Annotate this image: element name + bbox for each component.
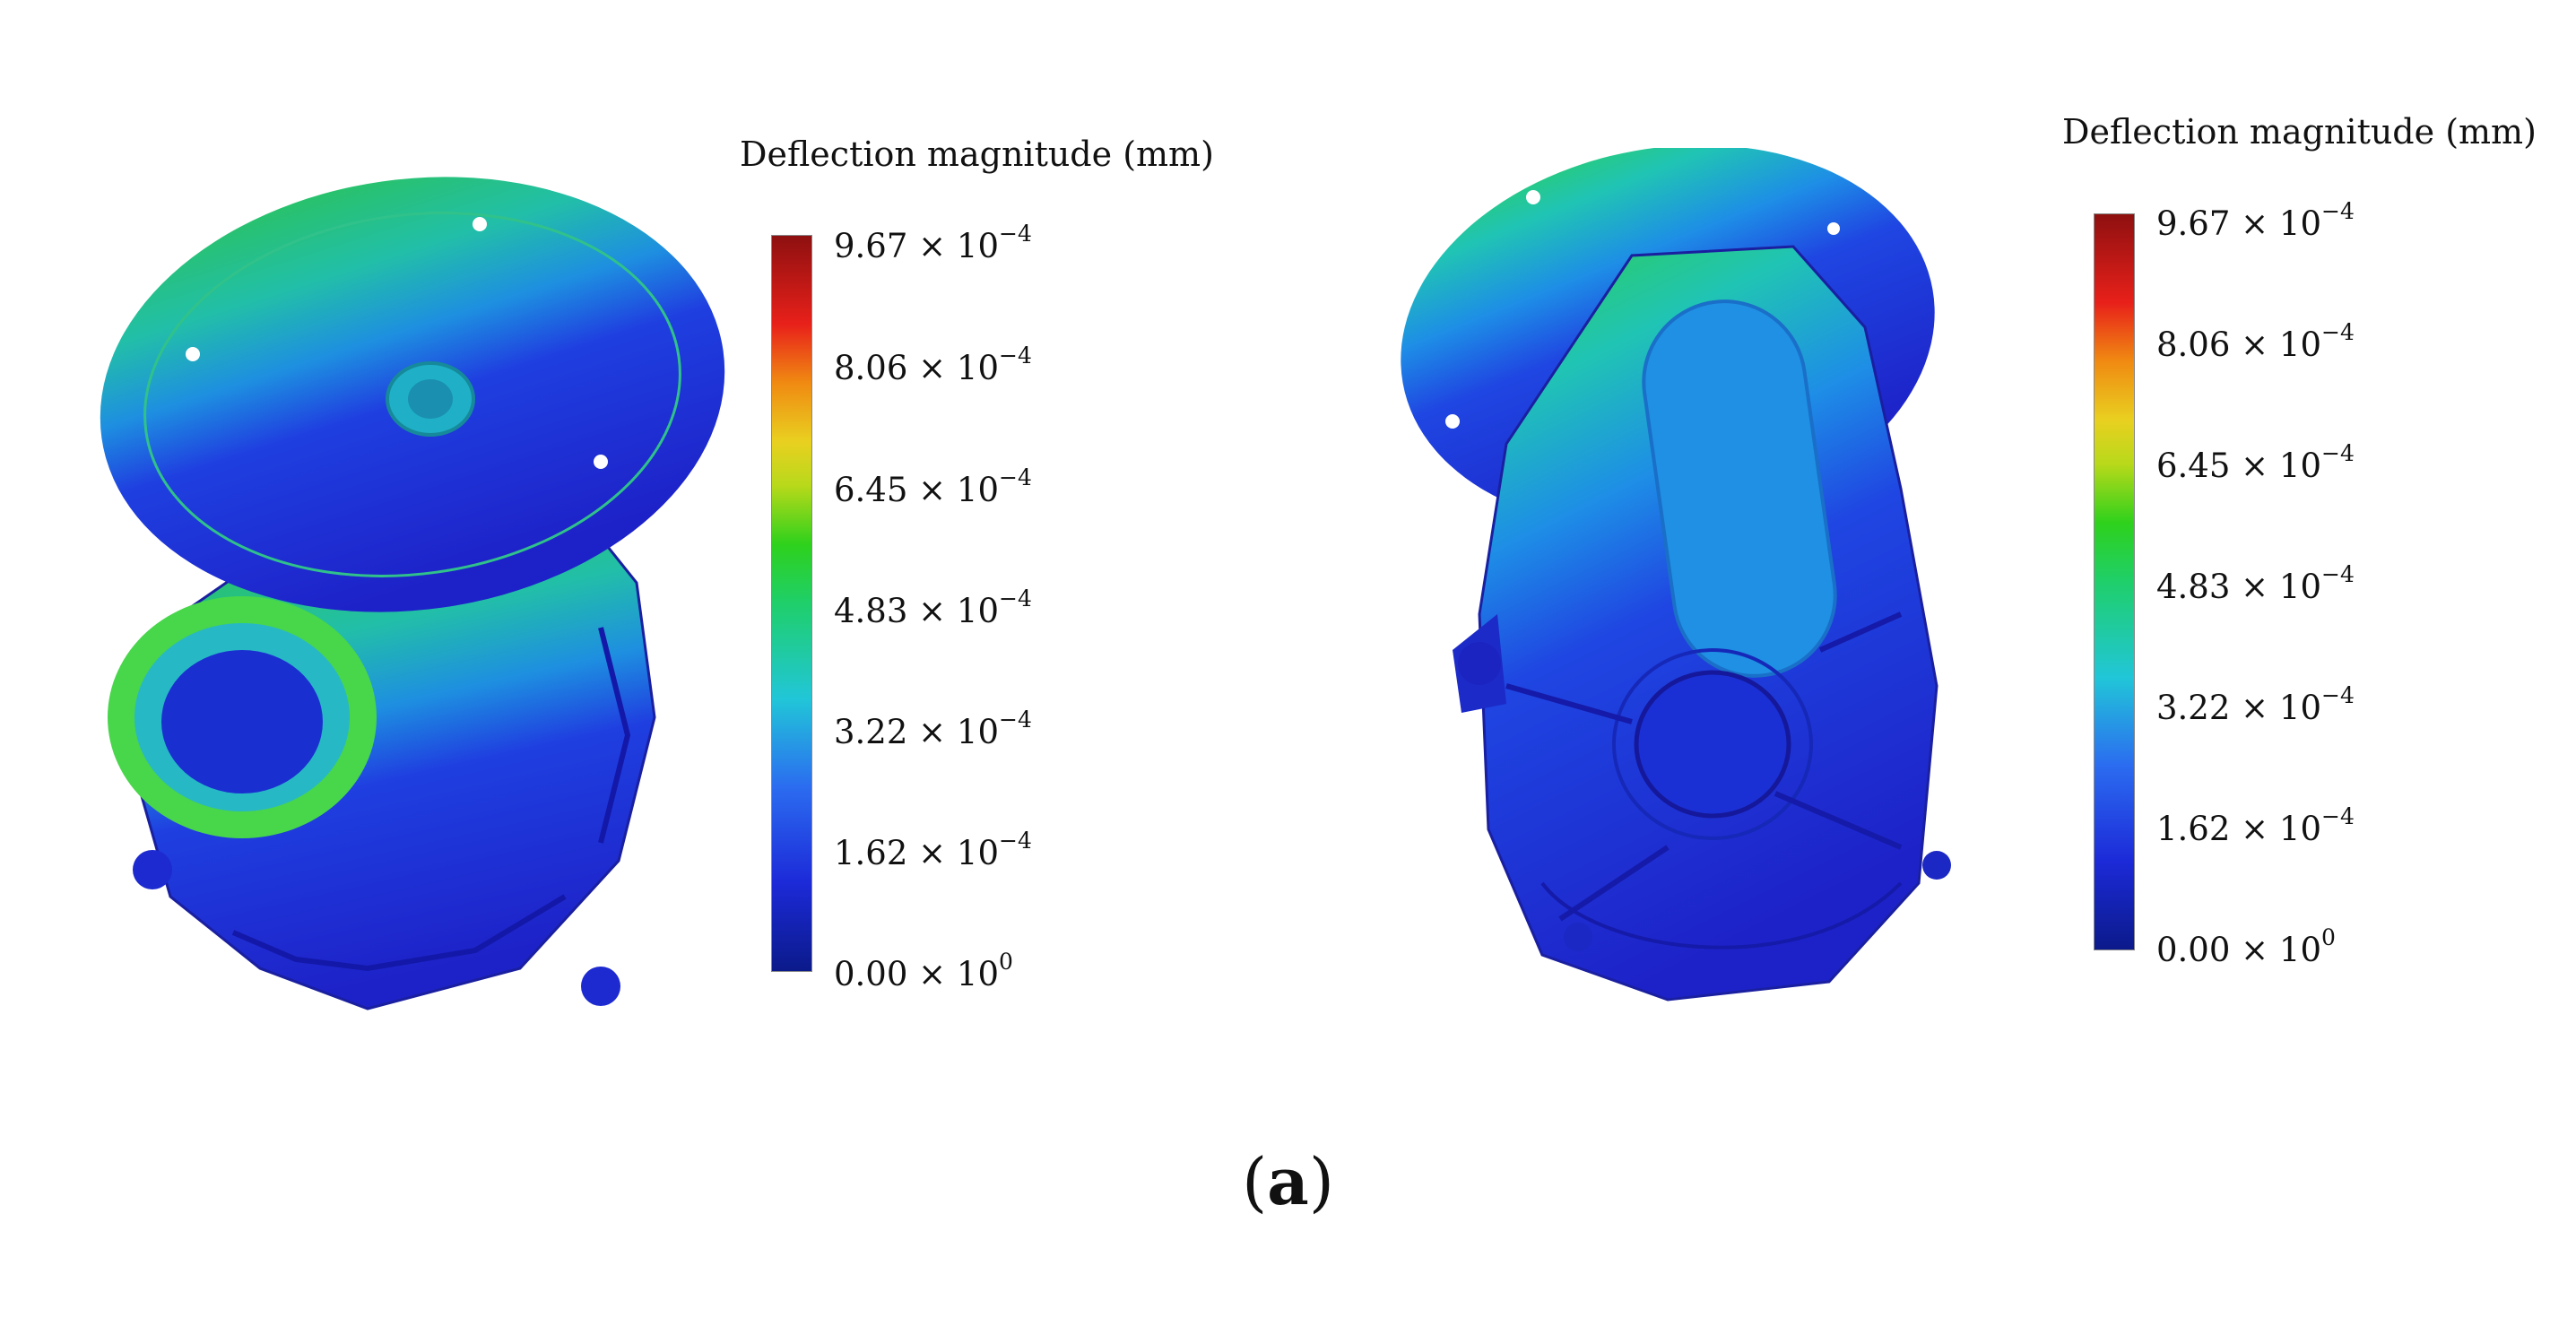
tick-label: 0.00 × 100 [2156,924,2336,969]
tick-label: 1.62 × 10−4 [834,828,1032,872]
legend-title-left: Deflection magnitude (mm) [740,134,1214,174]
tick-label: 3.22 × 10−4 [834,707,1032,751]
colorbar-right [2094,213,2135,950]
caption-label: a [1267,1143,1309,1219]
tick-label: 8.06 × 10−4 [834,343,1032,387]
housing-interior-view [1401,148,1951,1002]
tick-label: 6.45 × 10−4 [2156,440,2355,485]
housing-exterior-view [100,177,725,1010]
tick-label: 9.67 × 10−4 [2156,198,2355,243]
legend-title-right: Deflection magnitude (mm) [2062,112,2537,152]
tick-label: 6.45 × 10−4 [834,464,1032,509]
tick-label: 4.83 × 10−4 [2156,561,2355,606]
tick-label: 4.83 × 10−4 [834,585,1032,630]
tick-label: 0.00 × 100 [834,949,1013,993]
colorbar-left [771,235,812,972]
figure-caption: (a) [1242,1143,1334,1219]
tick-label: 9.67 × 10−4 [834,221,1032,265]
tick-label: 8.06 × 10−4 [2156,319,2355,364]
tick-label: 1.62 × 10−4 [2156,803,2355,848]
tick-label: 3.22 × 10−4 [2156,682,2355,727]
